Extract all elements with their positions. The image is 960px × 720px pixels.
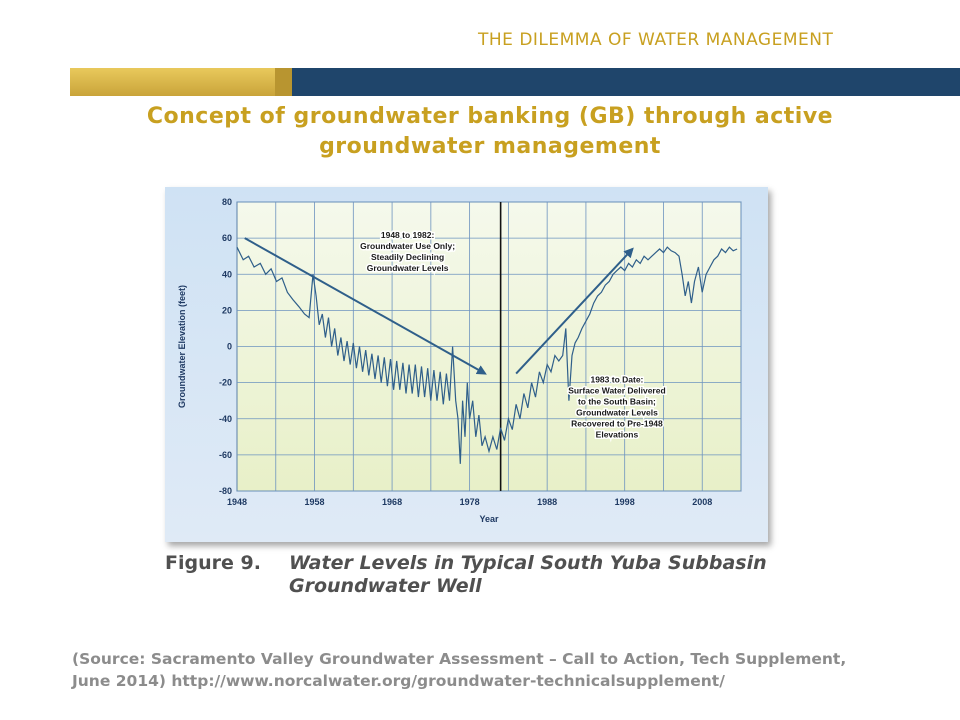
- figure-caption-text: Water Levels in Typical South Yuba Subba…: [289, 552, 767, 597]
- y-tick-label: -80: [219, 486, 232, 496]
- grid-lines: [237, 201, 742, 492]
- annotation-text: Surface Water Delivered: [568, 386, 665, 396]
- annotation-halo: 1948 to 1982:: [381, 230, 435, 240]
- figure-label: Figure 9.: [165, 552, 261, 574]
- annotation-halo: to the South Basin;: [578, 397, 656, 407]
- y-axis-label: Groundwater Elevation (feet): [177, 285, 187, 408]
- y-tick-labels: 80 60 40 20 0 -20 -40 -60 -80: [219, 197, 232, 496]
- y-tick-label: -20: [219, 378, 232, 388]
- header-band-gold: [70, 68, 275, 96]
- annotation-text: Recovered to Pre-1948: [571, 419, 663, 429]
- x-axis-label: Year: [479, 514, 499, 524]
- x-tick-label: 1968: [382, 497, 402, 507]
- section-header: THE DILEMMA OF WATER MANAGEMENT: [478, 30, 834, 50]
- annotation-halo: 1983 to Date:: [590, 375, 643, 385]
- slide-title-line2: groundwater management: [319, 134, 661, 159]
- x-tick-label: 1988: [537, 497, 557, 507]
- annotation-halo: Recovered to Pre-1948: [571, 419, 663, 429]
- annotation-text: Elevations: [596, 430, 639, 440]
- annotation-text: to the South Basin;: [578, 397, 656, 407]
- slide-title-line1: Concept of groundwater banking (GB) thro…: [146, 104, 834, 129]
- source-line2: June 2014) http://www.norcalwater.org/gr…: [72, 672, 725, 690]
- annotation-halo: Surface Water Delivered: [568, 386, 665, 396]
- slide-title: Concept of groundwater banking (GB) thro…: [60, 102, 920, 162]
- annotation-text: 1948 to 1982:: [381, 230, 435, 240]
- series-line: [236, 246, 738, 464]
- header-band-divider: [275, 68, 292, 96]
- y-tick-label: 60: [222, 233, 232, 243]
- annotations: 1948 to 1982:1948 to 1982:Groundwater Us…: [359, 229, 668, 442]
- x-tick-label: 1978: [460, 497, 480, 507]
- x-tick-labels: 1948 1958 1968 1978 1988 1998 2008: [227, 497, 712, 507]
- annotation-halo: Groundwater Levels: [367, 263, 449, 273]
- trend-arrow: [515, 247, 634, 375]
- annotation-text: Groundwater Use Only;: [360, 241, 455, 251]
- y-tick-label: 0: [227, 342, 232, 352]
- figure-frame: 80 60 40 20 0 -20 -40 -60 -80 1948 1958 1968 1978 19…: [165, 187, 768, 542]
- y-tick-label: 20: [222, 305, 232, 315]
- source-citation: (Source: Sacramento Valley Groundwater A…: [72, 648, 932, 692]
- annotation-text: 1983 to Date:: [590, 375, 643, 385]
- annotation-halo: Groundwater Levels: [576, 408, 658, 418]
- annotation-text: Groundwater Levels: [576, 408, 658, 418]
- trend-arrow: [244, 237, 487, 375]
- x-tick-label: 1958: [305, 497, 325, 507]
- annotation-text: Steadily Declining: [371, 252, 444, 262]
- y-tick-label: 40: [222, 269, 232, 279]
- annotation-halo: Steadily Declining: [371, 252, 444, 262]
- x-tick-label: 2008: [692, 497, 712, 507]
- header-band-blue: [292, 68, 960, 96]
- source-line1: (Source: Sacramento Valley Groundwater A…: [72, 650, 847, 668]
- annotation-halo: Elevations: [596, 430, 639, 440]
- trend-arrows: [244, 237, 634, 375]
- annotation-text: Groundwater Levels: [367, 263, 449, 273]
- annotation-halo: Groundwater Use Only;: [360, 241, 455, 251]
- y-tick-label: 80: [222, 197, 232, 207]
- y-tick-label: -60: [219, 450, 232, 460]
- y-tick-label: -40: [219, 414, 232, 424]
- x-tick-label: 1948: [227, 497, 247, 507]
- x-tick-label: 1998: [615, 497, 635, 507]
